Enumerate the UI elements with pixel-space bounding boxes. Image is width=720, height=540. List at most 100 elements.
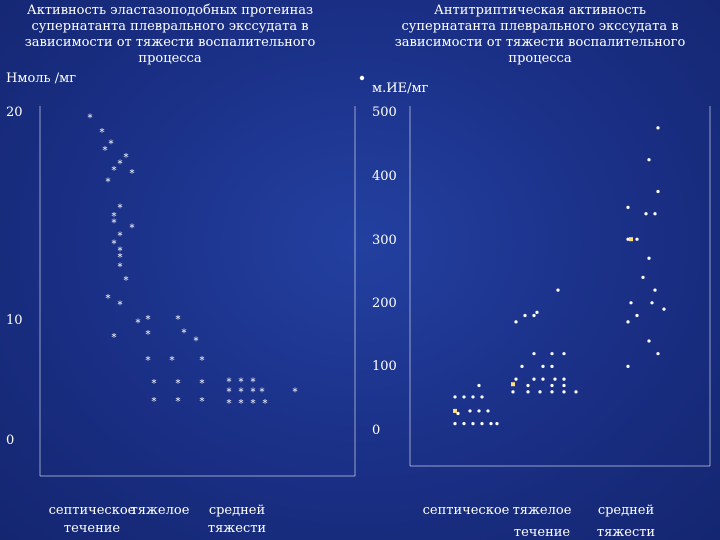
chart-1-series-0-point-3 — [471, 395, 475, 399]
chart-0-series-0-point-12: * — [130, 223, 135, 234]
chart-1-series-2-point-16 — [647, 339, 651, 343]
chart-1-series-2-point-3 — [626, 205, 630, 209]
chart-0-series-2-point-0: * — [227, 377, 232, 388]
chart-1-ytick-200: 200 — [372, 296, 397, 311]
chart-0-series-1-point-10: * — [200, 379, 205, 390]
chart-0-series-0-point-7: * — [130, 169, 135, 180]
chart-1-ytick-100: 100 — [372, 359, 397, 374]
chart-1-series-1-point-7 — [562, 352, 566, 356]
chart-1-series-0-point-12 — [480, 422, 484, 426]
chart-1-series-1-point-4 — [532, 313, 536, 318]
chart-0-series-0-point-18: * — [124, 275, 129, 286]
chart-1-category-2-line-1: тяжести — [597, 525, 655, 540]
chart-0-series-2-point-8: * — [227, 398, 232, 409]
chart-1-title-line-2: зависимости от тяжести воспалительного — [395, 35, 686, 50]
chart-1-title-line-0: Антитриптическая активность — [434, 3, 646, 18]
chart-0-title-line-3: процесса — [138, 51, 201, 66]
chart-1-category-2-line-0: средней — [598, 503, 654, 518]
chart-1-ytick-500: 500 — [372, 105, 397, 120]
chart-0-series-0-point-8: * — [106, 177, 111, 188]
separator-bullet — [359, 75, 365, 81]
chart-0-series-2-point-11: * — [263, 398, 268, 409]
chart-1-series-0-point-11 — [471, 422, 475, 426]
chart-1-series-0-point-13 — [489, 422, 493, 426]
chart-1-series-1-point-8 — [520, 364, 524, 368]
chart-1-series-1-point-10 — [550, 364, 554, 368]
chart-1-series-2-point-1 — [647, 158, 651, 162]
chart-1-highlight-mark-2 — [629, 237, 633, 242]
chart-1-ylabel: м.ИЕ/мг — [372, 81, 429, 96]
chart-1-series-2-point-17 — [656, 352, 660, 356]
chart-1-series-1-point-14 — [553, 377, 557, 381]
chart-1-series-2-point-9 — [641, 275, 645, 279]
chart-1-title-line-3: процесса — [508, 51, 571, 66]
chart-0-series-1-point-4: * — [194, 336, 199, 347]
chart-0-series-2-point-2: * — [251, 377, 256, 388]
chart-0-series-0-point-5: * — [118, 159, 123, 170]
chart-1-series-1-point-5 — [550, 352, 554, 356]
chart-1-series-0-point-2 — [462, 395, 466, 399]
chart-1-series-1-point-0 — [556, 288, 560, 292]
chart-1-series-2-point-0 — [656, 126, 660, 130]
chart-1-series-1-point-12 — [532, 377, 536, 381]
chart-0-category-2-line-0: средней — [209, 503, 265, 518]
chart-1-category-0-line-0: септическое — [423, 503, 510, 518]
chart-0-series-1-point-5: * — [146, 356, 151, 367]
chart-0-ylabel: Нмоль /мг — [6, 71, 76, 86]
chart-0-series-0-point-20: * — [118, 300, 123, 311]
chart-1-series-1-point-11 — [514, 377, 518, 381]
chart-1-series-2-point-7 — [635, 237, 639, 241]
chart-0-series-2-point-6: * — [260, 387, 265, 398]
chart-1-series-0-point-8 — [486, 409, 490, 413]
chart-0-series-1-point-2: * — [146, 329, 151, 340]
chart-1-series-2-point-15 — [626, 320, 630, 324]
chart-1-series-0-point-9 — [453, 422, 457, 426]
chart-1-series-0-point-7 — [477, 409, 481, 413]
chart-1-series-2-point-4 — [644, 212, 648, 216]
chart-0-series-0-point-9: * — [118, 203, 123, 214]
chart-1-highlight-mark-0 — [453, 408, 457, 413]
chart-1-ytick-400: 400 — [372, 169, 397, 184]
chart-1-series-1-point-3 — [523, 313, 527, 318]
chart-1-series-0-point-14 — [495, 422, 499, 426]
chart-0-series-2-point-5: * — [251, 387, 256, 398]
chart-1-series-2-point-2 — [656, 189, 660, 194]
chart-0-series-1-point-7: * — [200, 356, 205, 367]
chart-0-series-1-point-0: * — [146, 315, 151, 326]
chart-1-category-1-line-1: течение — [514, 525, 571, 540]
chart-0-series-2-point-4: * — [239, 387, 244, 398]
chart-0-series-1-point-1: * — [176, 315, 181, 326]
chart-0-series-0-point-10: * — [112, 211, 117, 222]
chart-0-series-1-point-6: * — [170, 356, 175, 367]
chart-0-series-2-point-7: * — [293, 387, 298, 398]
chart-0-series-0-point-3: * — [103, 146, 108, 157]
chart-0-series-0-point-6: * — [112, 165, 117, 176]
chart-0-series-0-point-21: * — [136, 318, 141, 329]
chart-0-series-1-point-8: * — [152, 379, 157, 390]
chart-1-series-1-point-15 — [562, 377, 566, 381]
chart-1-series-0-point-6 — [456, 411, 460, 416]
chart-0-category-0-line-0: септическое — [49, 503, 136, 518]
chart-0-series-0-point-15: * — [118, 246, 123, 257]
chart-0-series-0-point-11: * — [112, 218, 117, 229]
chart-1-series-2-point-13 — [662, 307, 666, 311]
chart-0-title-line-2: зависимости от тяжести воспалительного — [25, 35, 316, 50]
chart-1-category-1-line-0: тяжелое — [513, 503, 572, 518]
chart-1-title-line-1: супернатанта плеврального экссудата в — [401, 19, 678, 34]
chart-0-series-2-point-3: * — [227, 387, 232, 398]
chart-0-ytick-20: 20 — [6, 105, 23, 120]
chart-0-title-line-0: Активность эластазоподобных протеиназ — [27, 3, 313, 18]
chart-1-series-2-point-12 — [650, 301, 654, 305]
chart-1-series-1-point-6 — [532, 352, 536, 356]
chart-0-series-1-point-13: * — [200, 397, 205, 408]
chart-1-series-0-point-5 — [468, 409, 472, 413]
chart-1-series-1-point-24 — [574, 390, 578, 394]
chart-0-series-1-point-9: * — [176, 379, 181, 390]
chart-1-series-0-point-0 — [477, 383, 481, 388]
chart-0-category-2-line-1: тяжести — [208, 521, 266, 536]
chart-1-series-2-point-10 — [653, 288, 657, 292]
chart-1-series-2-point-6 — [626, 237, 630, 241]
chart-1-ytick-0: 0 — [372, 423, 380, 438]
